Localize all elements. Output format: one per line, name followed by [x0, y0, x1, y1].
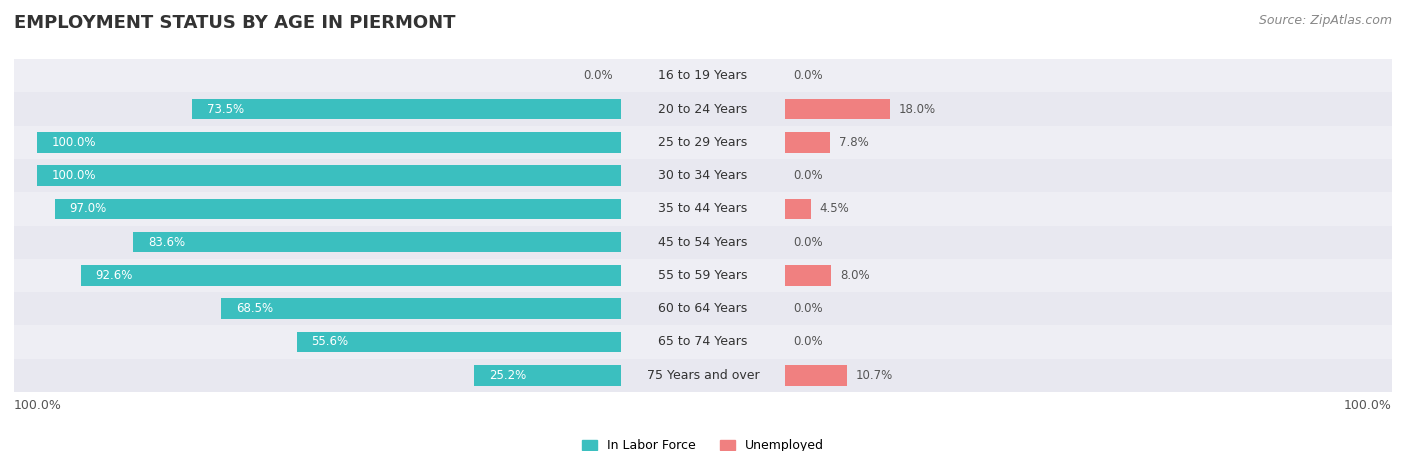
- Bar: [38, 132, 621, 152]
- Bar: [221, 299, 621, 319]
- Bar: [134, 232, 621, 253]
- Text: 25 to 29 Years: 25 to 29 Years: [658, 136, 748, 149]
- Text: 55.6%: 55.6%: [311, 336, 349, 349]
- Text: 30 to 34 Years: 30 to 34 Years: [658, 169, 748, 182]
- Bar: [38, 165, 621, 186]
- Text: 92.6%: 92.6%: [96, 269, 132, 282]
- Text: 10.7%: 10.7%: [856, 369, 893, 382]
- Text: 0.0%: 0.0%: [793, 336, 823, 349]
- Text: 7.8%: 7.8%: [839, 136, 869, 149]
- Bar: [14, 192, 1392, 226]
- Bar: [14, 292, 1392, 325]
- Text: 35 to 44 Years: 35 to 44 Years: [658, 202, 748, 216]
- Text: 83.6%: 83.6%: [148, 235, 184, 249]
- Text: 100.0%: 100.0%: [14, 399, 62, 412]
- Text: 4.5%: 4.5%: [820, 202, 849, 216]
- Text: 18.0%: 18.0%: [898, 102, 936, 115]
- Text: Source: ZipAtlas.com: Source: ZipAtlas.com: [1258, 14, 1392, 27]
- Bar: [785, 132, 831, 152]
- Text: 60 to 64 Years: 60 to 64 Years: [658, 302, 748, 315]
- Bar: [55, 198, 621, 219]
- Text: 20 to 24 Years: 20 to 24 Years: [658, 102, 748, 115]
- Text: 0.0%: 0.0%: [793, 169, 823, 182]
- Bar: [14, 126, 1392, 159]
- Text: 100.0%: 100.0%: [52, 169, 97, 182]
- Text: 0.0%: 0.0%: [793, 69, 823, 82]
- Bar: [785, 99, 890, 120]
- Bar: [14, 359, 1392, 392]
- Bar: [297, 331, 621, 352]
- Bar: [14, 159, 1392, 192]
- Legend: In Labor Force, Unemployed: In Labor Force, Unemployed: [582, 439, 824, 451]
- Text: 8.0%: 8.0%: [841, 269, 870, 282]
- Bar: [14, 226, 1392, 259]
- Text: 75 Years and over: 75 Years and over: [647, 369, 759, 382]
- Bar: [14, 259, 1392, 292]
- Text: 0.0%: 0.0%: [793, 302, 823, 315]
- Text: 0.0%: 0.0%: [583, 69, 613, 82]
- Text: EMPLOYMENT STATUS BY AGE IN PIERMONT: EMPLOYMENT STATUS BY AGE IN PIERMONT: [14, 14, 456, 32]
- Bar: [80, 265, 621, 286]
- Text: 0.0%: 0.0%: [793, 235, 823, 249]
- Bar: [193, 99, 621, 120]
- Text: 73.5%: 73.5%: [207, 102, 243, 115]
- Bar: [14, 92, 1392, 126]
- Bar: [474, 365, 621, 386]
- Text: 45 to 54 Years: 45 to 54 Years: [658, 235, 748, 249]
- Text: 100.0%: 100.0%: [1344, 399, 1392, 412]
- Bar: [14, 59, 1392, 92]
- Text: 97.0%: 97.0%: [69, 202, 107, 216]
- Text: 25.2%: 25.2%: [489, 369, 526, 382]
- Text: 55 to 59 Years: 55 to 59 Years: [658, 269, 748, 282]
- Bar: [785, 365, 848, 386]
- Bar: [785, 198, 811, 219]
- Text: 16 to 19 Years: 16 to 19 Years: [658, 69, 748, 82]
- Bar: [14, 325, 1392, 359]
- Text: 100.0%: 100.0%: [52, 136, 97, 149]
- Text: 65 to 74 Years: 65 to 74 Years: [658, 336, 748, 349]
- Text: 68.5%: 68.5%: [236, 302, 273, 315]
- Bar: [785, 265, 831, 286]
